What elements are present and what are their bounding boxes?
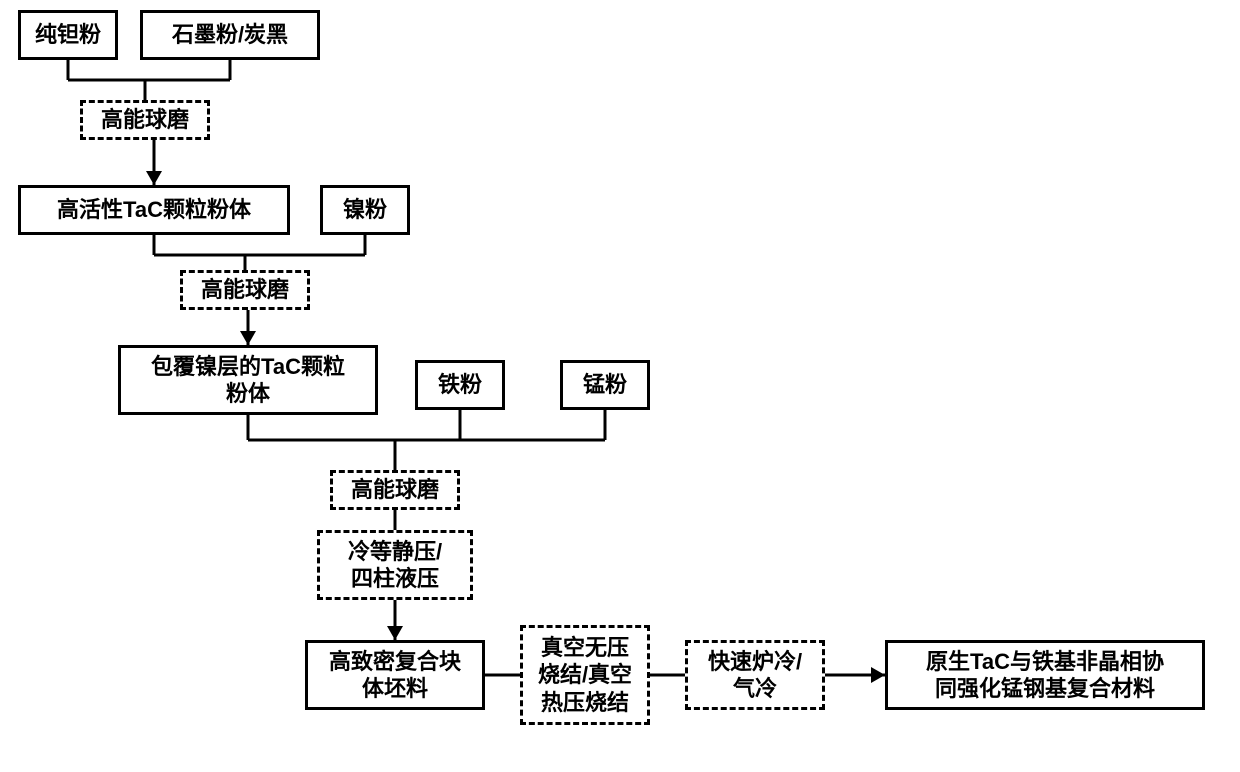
node-furnace-cool: 快速炉冷/气冷 bbox=[685, 640, 825, 710]
node-milling-2: 高能球磨 bbox=[180, 270, 310, 310]
node-pure-tantalum: 纯钽粉 bbox=[18, 10, 118, 60]
label: 冷等静压/四柱液压 bbox=[348, 538, 442, 593]
label: 包覆镍层的TaC颗粒粉体 bbox=[151, 353, 345, 408]
node-compact-blank: 高致密复合块体坯料 bbox=[305, 640, 485, 710]
node-iron-powder: 铁粉 bbox=[415, 360, 505, 410]
node-final-composite: 原生TaC与铁基非晶相协同强化锰钢基复合材料 bbox=[885, 640, 1205, 710]
label: 铁粉 bbox=[438, 371, 482, 399]
label: 高活性TaC颗粒粉体 bbox=[57, 196, 251, 224]
label: 锰粉 bbox=[583, 371, 627, 399]
label: 原生TaC与铁基非晶相协同强化锰钢基复合材料 bbox=[926, 648, 1164, 703]
node-coated-tac: 包覆镍层的TaC颗粒粉体 bbox=[118, 345, 378, 415]
label: 高能球磨 bbox=[101, 106, 189, 134]
node-tac-powder: 高活性TaC颗粒粉体 bbox=[18, 185, 290, 235]
label: 石墨粉/炭黑 bbox=[172, 21, 288, 49]
node-milling-1: 高能球磨 bbox=[80, 100, 210, 140]
label: 纯钽粉 bbox=[35, 21, 101, 49]
node-manganese-powder: 锰粉 bbox=[560, 360, 650, 410]
label: 高能球磨 bbox=[351, 476, 439, 504]
label: 高致密复合块体坯料 bbox=[329, 648, 461, 703]
label: 真空无压烧结/真空热压烧结 bbox=[538, 634, 632, 717]
label: 快速炉冷/气冷 bbox=[708, 648, 802, 703]
node-nickel-powder: 镍粉 bbox=[320, 185, 410, 235]
node-milling-3: 高能球磨 bbox=[330, 470, 460, 510]
label: 高能球磨 bbox=[201, 276, 289, 304]
label: 镍粉 bbox=[343, 196, 387, 224]
node-graphite-carbon: 石墨粉/炭黑 bbox=[140, 10, 320, 60]
node-cold-press: 冷等静压/四柱液压 bbox=[317, 530, 473, 600]
node-vacuum-sinter: 真空无压烧结/真空热压烧结 bbox=[520, 625, 650, 725]
